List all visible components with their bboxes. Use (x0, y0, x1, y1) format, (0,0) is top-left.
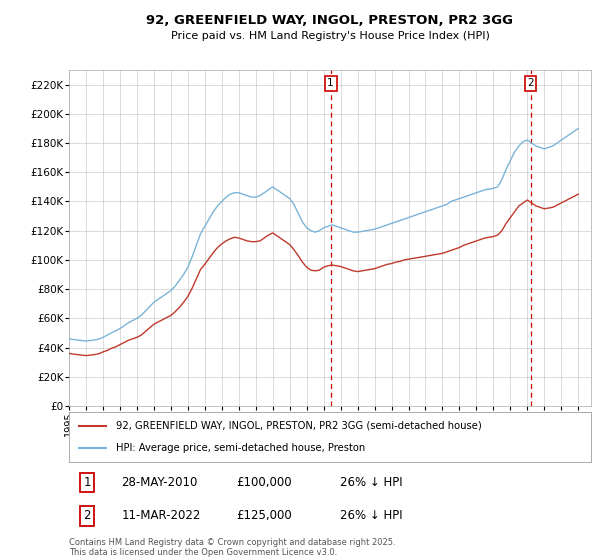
Text: 2: 2 (83, 510, 91, 522)
Text: 11-MAR-2022: 11-MAR-2022 (121, 510, 200, 522)
Text: Contains HM Land Registry data © Crown copyright and database right 2025.
This d: Contains HM Land Registry data © Crown c… (69, 538, 395, 557)
Text: Price paid vs. HM Land Registry's House Price Index (HPI): Price paid vs. HM Land Registry's House … (170, 31, 490, 41)
Text: 2: 2 (527, 78, 534, 88)
Text: £125,000: £125,000 (236, 510, 292, 522)
Text: 28-MAY-2010: 28-MAY-2010 (121, 476, 197, 489)
Text: 92, GREENFIELD WAY, INGOL, PRESTON, PR2 3GG: 92, GREENFIELD WAY, INGOL, PRESTON, PR2 … (146, 14, 514, 27)
Text: HPI: Average price, semi-detached house, Preston: HPI: Average price, semi-detached house,… (116, 443, 365, 453)
Text: £100,000: £100,000 (236, 476, 292, 489)
Text: 1: 1 (327, 78, 334, 88)
Text: 26% ↓ HPI: 26% ↓ HPI (340, 476, 403, 489)
Text: 1: 1 (83, 476, 91, 489)
Text: 26% ↓ HPI: 26% ↓ HPI (340, 510, 403, 522)
Text: 92, GREENFIELD WAY, INGOL, PRESTON, PR2 3GG (semi-detached house): 92, GREENFIELD WAY, INGOL, PRESTON, PR2 … (116, 421, 482, 431)
